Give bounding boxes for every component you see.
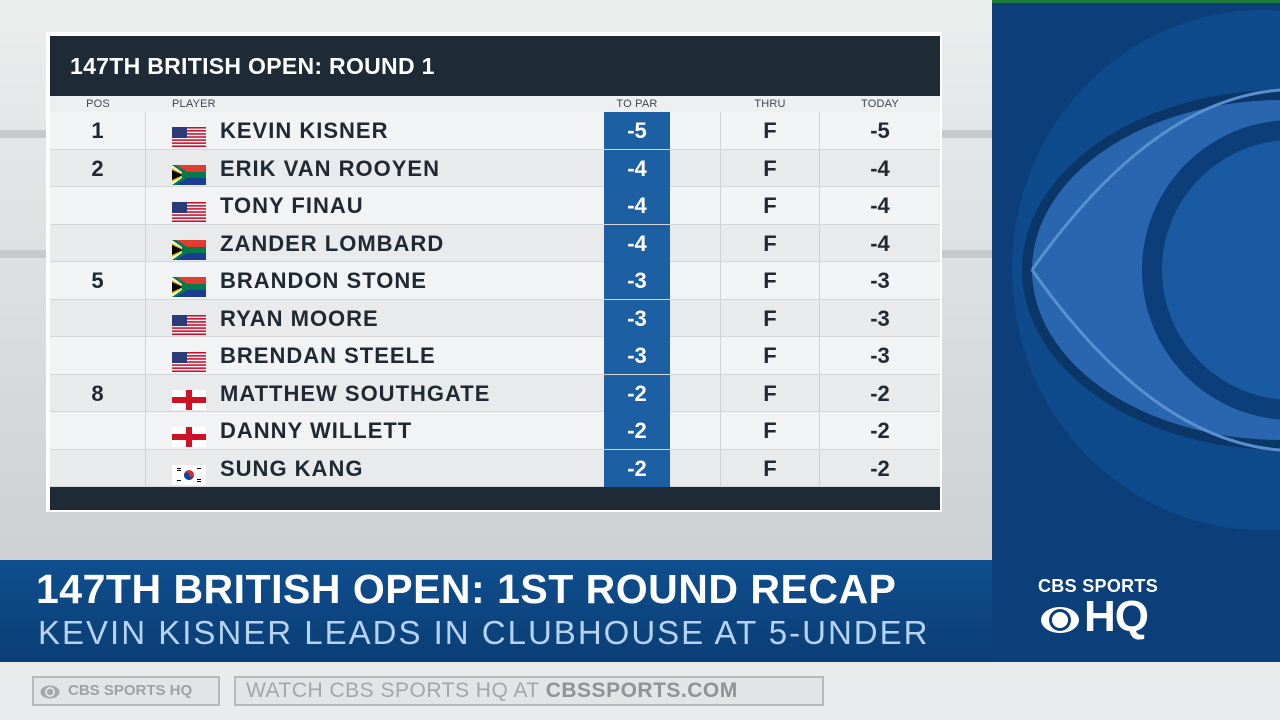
flag-eng-icon: [172, 384, 206, 410]
flag-usa-icon: [172, 309, 206, 335]
flag-usa-icon: [172, 121, 206, 147]
ticker-logo: CBS SPORTS HQ: [32, 676, 220, 706]
flag-usa-icon: [172, 196, 206, 222]
to-par: -3: [604, 299, 670, 337]
player-name: BRANDON STONE: [220, 268, 427, 293]
leaderboard-title: 147TH BRITISH OPEN: ROUND 1: [50, 36, 940, 96]
to-par: -4: [604, 224, 670, 262]
ticker-message: WATCH CBS SPORTS HQ AT CBSSPORTS.COM: [234, 676, 824, 706]
position: [50, 337, 146, 374]
cbs-eye-icon: [1041, 607, 1079, 633]
player-name: ERIK VAN ROOYEN: [220, 155, 440, 181]
flag-kor-icon: [172, 459, 206, 485]
player-name: MATTHEW SOUTHGATE: [220, 380, 491, 406]
thru: F: [720, 262, 820, 299]
flag-usa-icon: [172, 346, 206, 372]
player-name: RYAN MOORE: [220, 305, 379, 331]
logo-hq-text: HQ: [1084, 592, 1149, 641]
column-header-today: TODAY: [861, 98, 899, 110]
column-header-player: PLAYER: [172, 98, 216, 110]
position: [50, 187, 146, 224]
table-row: BRENDAN STEELE -3 F -3: [50, 337, 940, 375]
thru: F: [720, 112, 820, 149]
player-name: TONY FINAU: [220, 193, 364, 218]
leaderboard-rows: 1 KEVIN KISNER -5 F -5 2 ERIK VAN ROOYEN…: [50, 112, 940, 487]
today: -2: [870, 418, 890, 443]
to-par: -4: [604, 187, 670, 224]
flag-rsa-icon: [172, 159, 206, 185]
today: -2: [870, 380, 890, 406]
logo-sports-text: CBS SPORTS: [1038, 576, 1159, 596]
table-row: 1 KEVIN KISNER -5 F -5: [50, 112, 940, 150]
thru: F: [720, 187, 820, 224]
today: -4: [870, 230, 890, 256]
position: [50, 412, 146, 449]
position: [50, 299, 146, 337]
to-par: -5: [604, 112, 670, 149]
thru: F: [720, 412, 820, 449]
player-name: SUNG KANG: [220, 455, 364, 481]
to-par: -2: [604, 412, 670, 449]
table-row: ZANDER LOMBARD -4 F -4: [50, 224, 940, 262]
today: -3: [870, 268, 890, 293]
table-row: DANNY WILLETT -2 F -2: [50, 412, 940, 450]
today: -2: [870, 455, 890, 481]
ticker-logo-text: CBS SPORTS HQ: [68, 682, 193, 699]
lower-third-brand-panel: [992, 560, 1280, 662]
position: 1: [50, 112, 146, 149]
leaderboard: 147TH BRITISH OPEN: ROUND 1 POS PLAYER T…: [46, 32, 942, 512]
ticker-eye-icon: [40, 685, 60, 699]
today: -4: [870, 193, 890, 218]
thru: F: [720, 337, 820, 374]
flag-rsa-icon: [172, 234, 206, 260]
today: -3: [870, 305, 890, 331]
headline: 147TH BRITISH OPEN: 1ST ROUND RECAP: [36, 566, 897, 612]
position: 5: [50, 262, 146, 299]
cbs-eye-graphic: [1012, 10, 1280, 530]
lower-third: [0, 560, 992, 662]
thru: F: [720, 149, 820, 187]
column-header-to-par: TO PAR: [616, 98, 658, 110]
position: 8: [50, 374, 146, 412]
table-row: SUNG KANG -2 F -2: [50, 449, 940, 487]
player-name: ZANDER LOMBARD: [220, 230, 445, 256]
to-par: -2: [604, 449, 670, 487]
column-header-pos: POS: [86, 98, 110, 110]
column-header-thru: THRU: [754, 98, 786, 110]
position: [50, 224, 146, 262]
player-name: BRENDAN STEELE: [220, 343, 436, 368]
ticker-message-site: CBSSPORTS.COM: [545, 679, 738, 702]
table-row: TONY FINAU -4 F -4: [50, 187, 940, 225]
today: -5: [870, 118, 890, 143]
to-par: -4: [604, 149, 670, 187]
to-par: -2: [604, 374, 670, 412]
cbs-sports-hq-logo: CBS SPORTS HQ: [1038, 576, 1178, 650]
position: [50, 449, 146, 487]
today: -4: [870, 155, 890, 181]
flag-eng-icon: [172, 421, 206, 447]
to-par: -3: [604, 262, 670, 299]
top-accent-bar: [992, 0, 1280, 3]
table-row: 5 BRANDON STONE -3 F -3: [50, 262, 940, 300]
leaderboard-footer: [50, 487, 940, 510]
position: 2: [50, 149, 146, 187]
brand-panel: [992, 0, 1280, 560]
player-name: KEVIN KISNER: [220, 118, 389, 143]
table-row: 2 ERIK VAN ROOYEN -4 F -4: [50, 149, 940, 187]
thru: F: [720, 299, 820, 337]
thru: F: [720, 449, 820, 487]
thru: F: [720, 224, 820, 262]
ticker-message-prefix: WATCH CBS SPORTS HQ AT: [246, 679, 546, 702]
thru: F: [720, 374, 820, 412]
subheadline: KEVIN KISNER LEADS IN CLUBHOUSE AT 5-UND…: [38, 614, 930, 651]
player-name: DANNY WILLETT: [220, 418, 413, 443]
today: -3: [870, 343, 890, 368]
table-row: RYAN MOORE -3 F -3: [50, 299, 940, 337]
flag-rsa-icon: [172, 271, 206, 297]
table-row: 8 MATTHEW SOUTHGATE -2 F -2: [50, 374, 940, 412]
to-par: -3: [604, 337, 670, 374]
